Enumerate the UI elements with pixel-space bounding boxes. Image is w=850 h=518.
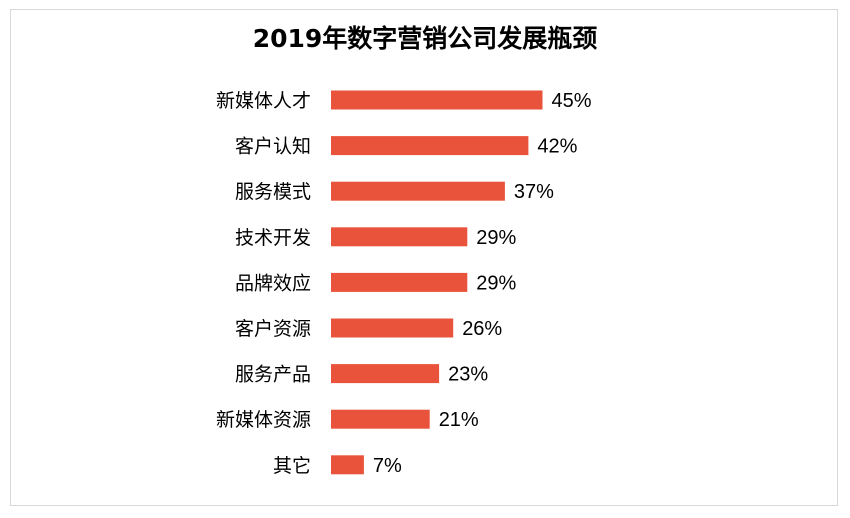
- value-label: 29%: [476, 272, 516, 294]
- value-label: 37%: [514, 181, 554, 203]
- bar: [331, 272, 468, 292]
- value-label: 29%: [476, 227, 516, 249]
- category-label: 服务模式: [235, 181, 311, 203]
- value-label: 23%: [448, 364, 488, 386]
- value-label: 26%: [462, 318, 502, 340]
- bar: [331, 364, 440, 384]
- category-label: 新媒体资源: [216, 409, 311, 431]
- bar: [331, 181, 505, 201]
- bar: [331, 409, 430, 429]
- category-label: 客户资源: [235, 318, 311, 340]
- bar: [331, 318, 454, 338]
- category-label: 服务产品: [235, 364, 311, 386]
- bar: [331, 136, 529, 156]
- category-label: 品牌效应: [235, 272, 311, 294]
- category-label: 客户认知: [235, 136, 311, 158]
- bar: [331, 90, 543, 110]
- bar: [331, 227, 468, 247]
- bar: [331, 455, 364, 475]
- value-label: 7%: [373, 455, 402, 477]
- category-label: 其它: [273, 455, 311, 477]
- chart-title: 2019年数字营销公司发展瓶颈: [252, 24, 598, 53]
- value-label: 21%: [439, 409, 479, 431]
- value-label: 42%: [537, 136, 577, 158]
- category-label: 新媒体人才: [216, 90, 311, 112]
- value-label: 45%: [552, 90, 592, 112]
- category-label: 技术开发: [235, 227, 311, 249]
